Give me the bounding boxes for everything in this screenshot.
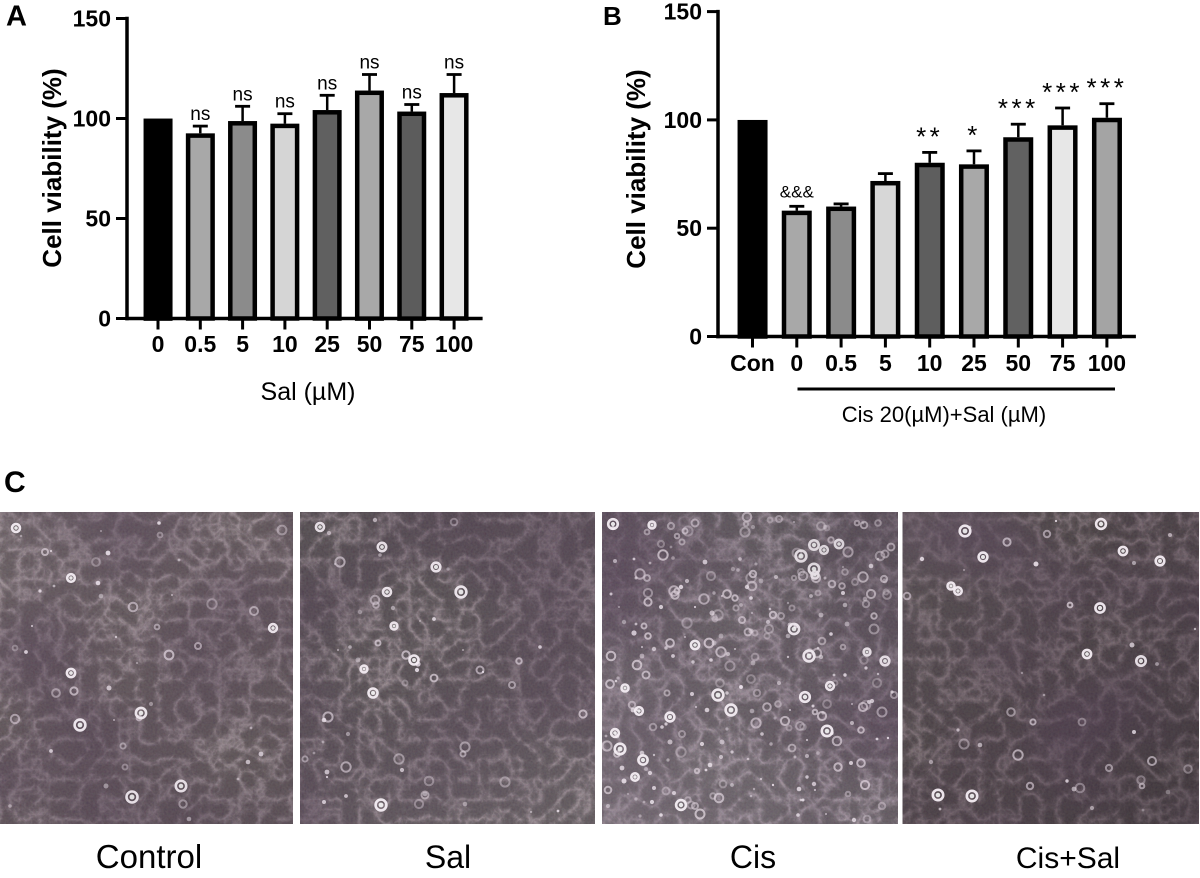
svg-text:Control: Control xyxy=(96,838,202,873)
svg-text:10: 10 xyxy=(917,350,943,376)
svg-text:100: 100 xyxy=(435,331,473,357)
svg-text:25: 25 xyxy=(961,350,987,376)
svg-text:0.5: 0.5 xyxy=(825,350,857,376)
svg-text:25: 25 xyxy=(314,331,340,357)
svg-text:Cis 20(µM)+Sal (µM): Cis 20(µM)+Sal (µM) xyxy=(842,402,1046,427)
svg-text:5: 5 xyxy=(879,350,892,376)
svg-text:100: 100 xyxy=(73,106,111,132)
svg-text:Cell viability (%): Cell viability (%) xyxy=(37,68,67,267)
svg-text:0.5: 0.5 xyxy=(184,331,216,357)
svg-text:***: *** xyxy=(998,93,1039,123)
svg-text:&&&: &&& xyxy=(780,182,815,201)
svg-text:75: 75 xyxy=(1050,350,1076,376)
svg-text:***: *** xyxy=(1086,73,1127,103)
svg-text:ns: ns xyxy=(402,83,422,104)
svg-text:0: 0 xyxy=(689,324,702,350)
svg-text:C: C xyxy=(4,466,26,499)
svg-text:50: 50 xyxy=(357,331,383,357)
svg-text:Sal: Sal xyxy=(425,839,471,873)
svg-text:50: 50 xyxy=(676,215,702,241)
svg-text:5: 5 xyxy=(236,331,249,357)
svg-text:150: 150 xyxy=(73,6,111,32)
svg-text:50: 50 xyxy=(85,206,111,232)
svg-text:ns: ns xyxy=(359,53,379,74)
svg-text:Sal (µM): Sal (µM) xyxy=(261,378,356,406)
svg-text:ns: ns xyxy=(317,73,337,94)
svg-text:*: * xyxy=(967,120,981,150)
svg-text:0: 0 xyxy=(98,306,111,332)
svg-text:ns: ns xyxy=(275,92,295,113)
svg-text:Cis: Cis xyxy=(730,839,776,873)
svg-text:10: 10 xyxy=(272,331,298,357)
svg-text:0: 0 xyxy=(152,331,165,357)
svg-text:Cell viability (%): Cell viability (%) xyxy=(621,69,651,268)
svg-text:ns: ns xyxy=(444,53,464,74)
svg-text:Con: Con xyxy=(730,350,775,376)
svg-text:75: 75 xyxy=(399,331,425,357)
svg-text:B: B xyxy=(603,1,622,31)
svg-text:A: A xyxy=(6,1,27,33)
svg-text:150: 150 xyxy=(664,0,702,25)
svg-text:100: 100 xyxy=(664,107,702,133)
svg-text:Cis+Sal: Cis+Sal xyxy=(1016,842,1120,873)
svg-text:50: 50 xyxy=(1006,350,1032,376)
svg-text:ns: ns xyxy=(190,104,210,125)
svg-text:***: *** xyxy=(1042,77,1083,107)
svg-text:**: ** xyxy=(916,121,943,151)
svg-text:0: 0 xyxy=(790,350,803,376)
svg-text:100: 100 xyxy=(1088,350,1126,376)
svg-text:ns: ns xyxy=(233,84,253,105)
